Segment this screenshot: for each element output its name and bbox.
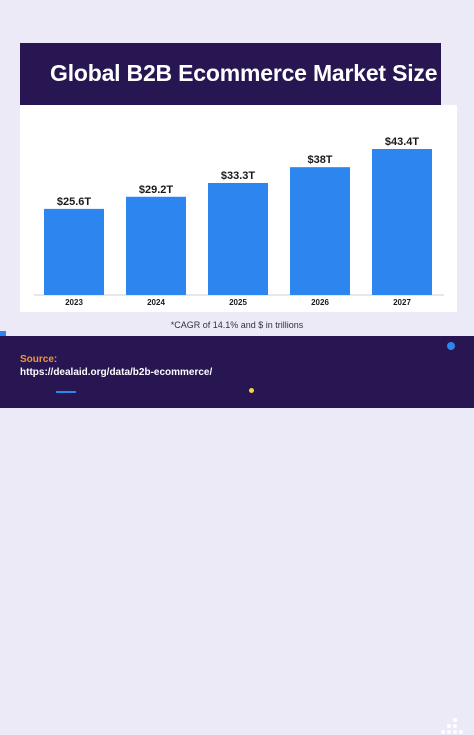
bar-value-label: $25.6T: [57, 196, 92, 208]
bar-value-label: $38T: [307, 154, 332, 166]
chart-footnote: *CAGR of 14.1% and $ in trillions: [170, 320, 304, 330]
decor-underline: [56, 391, 76, 393]
x-tick-label: 2026: [311, 298, 329, 307]
brand-dots-icon: [441, 718, 463, 734]
bar-value-label: $29.2T: [139, 184, 174, 196]
x-tick-label: 2025: [229, 298, 247, 307]
decor-dot-yellow: [249, 388, 254, 393]
source-label: Source:: [20, 354, 58, 365]
bar-2027: [372, 149, 432, 295]
x-tick-label: 2023: [65, 298, 83, 307]
bar-chart: $25.6T 2023 $29.2T 2024 $33.3T 2025 $38T 2026 $4…: [34, 136, 444, 307]
bar-2025: [208, 182, 268, 295]
x-tick-label: 2027: [393, 298, 411, 307]
bar-2023: [44, 208, 104, 295]
bar-2024: [126, 196, 186, 295]
bar-2026: [290, 167, 350, 295]
chart-panel: $25.6T 2023 $29.2T 2024 $33.3T 2025 $38T 2026 $4…: [20, 105, 457, 312]
chart-title: Global B2B Ecommerce Market Size: [50, 60, 438, 86]
decor-dot-blue: [447, 342, 455, 350]
footer: Source: https://dealaid.org/data/b2b-eco…: [0, 336, 474, 734]
x-tick-label: 2024: [147, 298, 165, 307]
bar-value-label: $43.4T: [385, 136, 420, 148]
title-band: Global B2B Ecommerce Market Size: [20, 43, 441, 105]
source-link[interactable]: https://dealaid.org/data/b2b-ecommerce/: [20, 367, 213, 378]
bar-value-label: $33.3T: [221, 170, 256, 182]
decor-square-blue: [0, 331, 6, 337]
